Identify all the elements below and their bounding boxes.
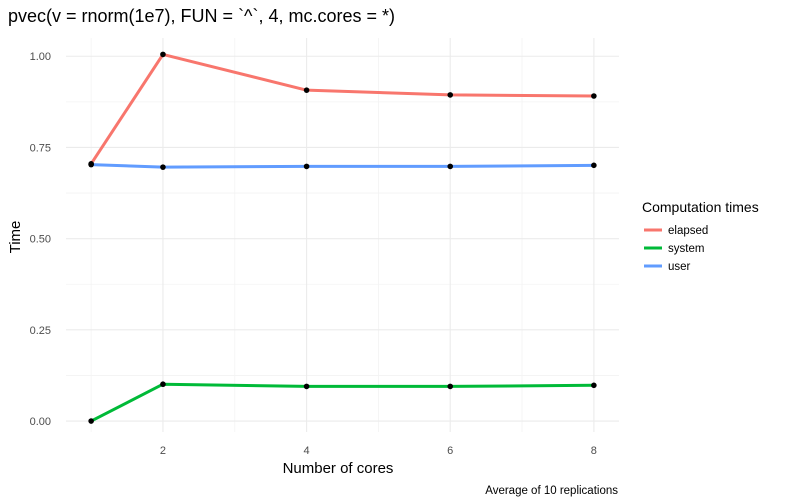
series-line-system	[90, 382, 594, 423]
data-point-user	[303, 163, 310, 170]
y-axis-title: Time	[7, 221, 24, 254]
data-point-user	[591, 162, 597, 169]
legend-items: elapsed system user	[644, 225, 708, 273]
data-point-system	[160, 381, 166, 388]
minor-gridlines	[66, 38, 619, 432]
major-gridlines	[66, 38, 619, 432]
series-line-user	[91, 163, 594, 169]
data-point-user	[88, 161, 94, 168]
y-tick-label: 0.25	[30, 325, 51, 337]
data-point-system	[591, 382, 597, 389]
y-tick-label: 0.75	[30, 142, 51, 154]
x-tick-label: 8	[591, 445, 597, 457]
data-point-system	[303, 383, 310, 390]
chart-title: pvec(v = rnorm(1e7), FUN = `^`, 4, mc.co…	[8, 6, 395, 26]
data-point-system	[88, 418, 94, 424]
x-tick-label: 4	[304, 445, 310, 457]
legend-title: Computation times	[642, 199, 759, 215]
y-tick-label: 0.50	[30, 234, 51, 246]
data-point-user	[160, 164, 166, 170]
data-point-elapsed	[303, 87, 310, 93]
data-point-elapsed	[591, 93, 597, 99]
series-lines	[89, 52, 594, 423]
x-axis-title: Number of cores	[283, 460, 394, 477]
legend-label-elapsed: elapsed	[668, 225, 708, 237]
chart-caption: Average of 10 replications	[485, 485, 618, 497]
y-tick-label: 0.00	[30, 416, 51, 428]
y-tick-label: 1.00	[30, 51, 51, 63]
data-point-user	[447, 163, 454, 170]
tick-labels: 2 4 6 8 0.00 0.25 0.50 0.75 1.00	[30, 51, 597, 457]
data-points	[88, 51, 597, 424]
data-point-elapsed	[160, 51, 166, 58]
data-point-elapsed	[447, 92, 454, 98]
legend-label-system: system	[668, 243, 704, 255]
x-tick-label: 6	[447, 445, 453, 457]
legend-label-user: user	[668, 261, 691, 273]
data-point-system	[447, 383, 454, 390]
legend: Computation times elapsed system user	[642, 199, 759, 273]
x-tick-label: 2	[160, 445, 166, 457]
